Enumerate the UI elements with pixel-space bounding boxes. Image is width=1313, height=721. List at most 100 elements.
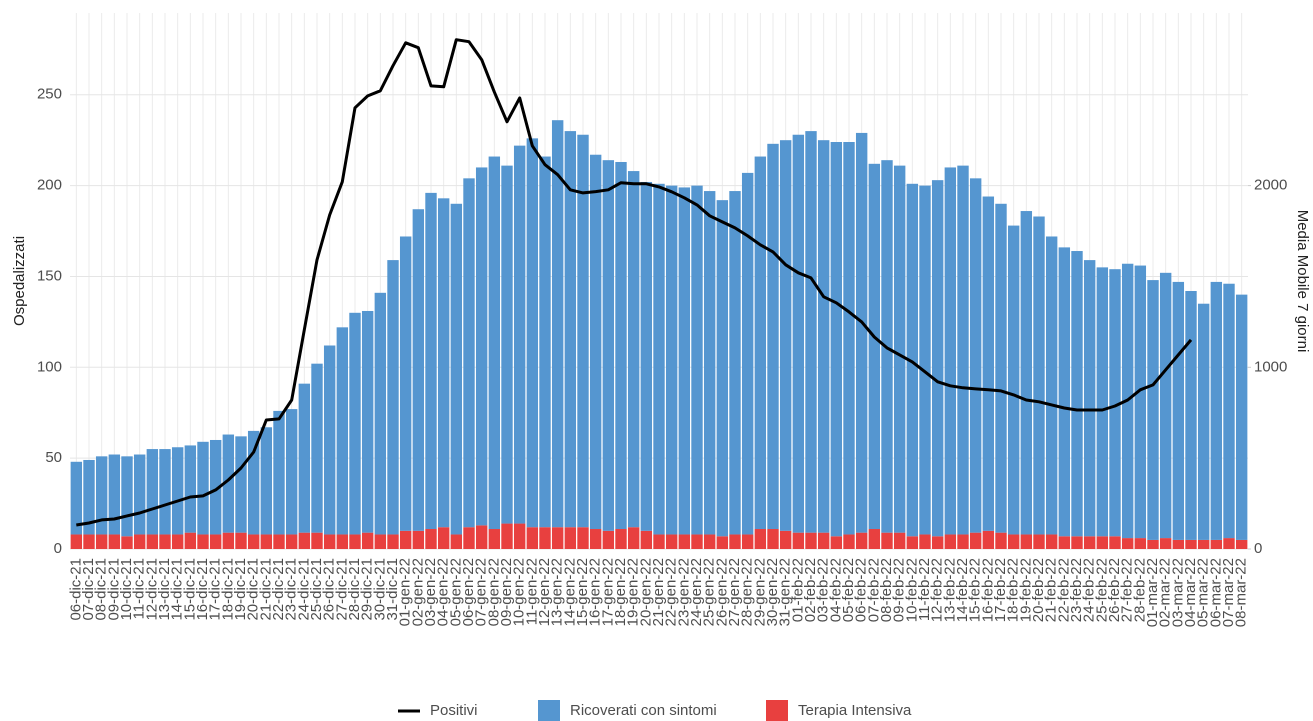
x-tick-label: 11-gen-22 (523, 558, 540, 625)
bar (260, 427, 273, 535)
bar (969, 178, 982, 533)
bar (893, 532, 906, 549)
x-tick-label: 23-feb-22 (1068, 558, 1085, 622)
bar (412, 530, 425, 549)
bar (1109, 269, 1121, 537)
bar (1197, 303, 1210, 540)
bar (463, 527, 475, 549)
x-tick-label: 27-dic-21 (333, 558, 350, 621)
bar (564, 131, 577, 528)
bar (678, 187, 691, 535)
x-tick-label: 19-dic-21 (232, 558, 249, 621)
bar (526, 138, 539, 528)
x-tick-label: 18-feb-22 (1005, 558, 1022, 622)
bar (108, 534, 121, 549)
x-tick-label: 09-dic-21 (105, 558, 122, 621)
x-tick-label: 06-feb-22 (853, 558, 870, 622)
bar (437, 198, 450, 528)
x-tick-label: 06-dic-21 (67, 558, 84, 621)
x-tick-label: 06-mar-22 (1207, 558, 1224, 627)
bar (475, 525, 488, 549)
bar (1210, 539, 1223, 549)
bar (1058, 536, 1071, 549)
bar (1071, 251, 1083, 537)
bar (957, 165, 969, 535)
bar (855, 132, 868, 533)
bar (1185, 290, 1197, 540)
x-tick-label: 25-dic-21 (308, 558, 325, 621)
bar (995, 203, 1007, 533)
bar (285, 534, 298, 549)
bar (589, 154, 602, 530)
bar (982, 530, 995, 549)
bar (1134, 538, 1147, 549)
x-tick-label: 31-dic-21 (384, 558, 401, 621)
y-tick-label: 50 (45, 449, 62, 466)
bar (1159, 272, 1172, 539)
x-tick-label: 04-feb-22 (827, 558, 844, 622)
bar (501, 523, 513, 549)
bar (146, 449, 159, 535)
bar (640, 181, 653, 531)
bar (817, 140, 830, 533)
bar (893, 165, 906, 533)
bar (792, 532, 805, 549)
bar (463, 178, 475, 528)
bar (1185, 539, 1197, 549)
x-tick-label: 18-dic-21 (219, 558, 236, 621)
x-tick-label: 05-feb-22 (840, 558, 857, 622)
x-tick-label: 20-feb-22 (1030, 558, 1047, 622)
x-tick-label: 07-mar-22 (1220, 558, 1237, 627)
bar (412, 209, 425, 531)
bar (551, 120, 564, 528)
bar (969, 532, 982, 549)
bar (323, 534, 336, 549)
bar (1197, 539, 1210, 549)
x-tick-label: 04-mar-22 (1182, 558, 1199, 627)
bar (197, 441, 209, 535)
bar (817, 532, 830, 549)
x-tick-label: 20-gen-22 (637, 558, 654, 626)
x-tick-label: 19-gen-22 (625, 558, 642, 626)
bar (222, 532, 235, 549)
bar (754, 529, 767, 549)
bar (70, 461, 83, 535)
y-tick-label: 250 (37, 86, 62, 103)
bar (919, 534, 931, 549)
x-tick-label: 01-mar-22 (1144, 558, 1161, 627)
x-tick-label: 26-feb-22 (1106, 558, 1123, 622)
legend-swatch (538, 700, 560, 721)
bar (564, 527, 577, 549)
bar (627, 527, 640, 549)
bar (361, 532, 374, 549)
y-tick-label: 150 (37, 267, 62, 284)
bar (539, 156, 551, 528)
bar (957, 534, 969, 549)
x-tick-label: 13-feb-22 (941, 558, 958, 622)
y-axis-title: Ospedalizzati (11, 236, 28, 326)
bar (1147, 539, 1159, 549)
bar (615, 161, 627, 530)
bar (855, 532, 868, 549)
bar (513, 145, 526, 524)
bar (526, 527, 539, 549)
bar (387, 260, 399, 535)
bar (1045, 534, 1058, 549)
x-tick-label: 28-dic-21 (346, 558, 363, 621)
legend-label: Terapia Intensiva (798, 702, 912, 719)
bar (1223, 283, 1235, 539)
x-tick-label: 07-feb-22 (865, 558, 882, 622)
y-tick-label: 200 (37, 177, 62, 194)
bar (323, 345, 336, 535)
bar (184, 445, 197, 533)
x-tick-label: 06-gen-22 (460, 558, 477, 626)
bar (653, 183, 665, 535)
bar (919, 185, 931, 535)
bar (868, 529, 881, 549)
x-tick-label: 18-gen-22 (612, 558, 629, 626)
bar (171, 447, 184, 535)
bar (1058, 247, 1071, 537)
bar (1121, 538, 1134, 549)
bar (1172, 539, 1185, 549)
x-tick-label: 26-dic-21 (321, 558, 338, 621)
